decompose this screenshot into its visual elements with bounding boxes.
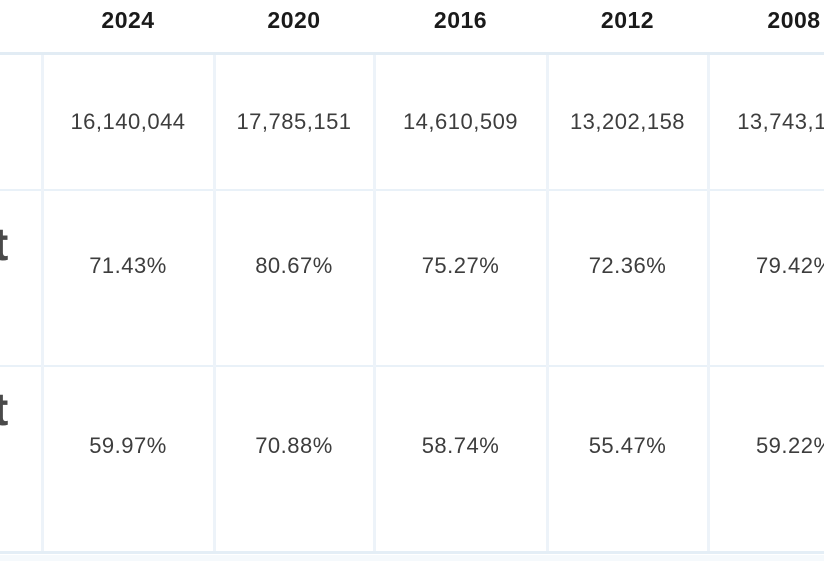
year-column-header: 2020 bbox=[214, 0, 374, 55]
value-cell: 58.74% bbox=[374, 366, 549, 554]
value-cell: 14,610,509 bbox=[374, 53, 549, 191]
year-column-header: 2008 bbox=[708, 0, 824, 55]
clipped-label-fragment: t bbox=[0, 383, 9, 435]
row-label-cell: t bbox=[0, 366, 44, 554]
value-cell: 72.36% bbox=[547, 190, 710, 367]
value-cell: 71.43% bbox=[42, 190, 216, 367]
value-cell: 80.67% bbox=[214, 190, 376, 367]
row-label-cell bbox=[0, 53, 44, 191]
value-cell: 59.22% bbox=[708, 366, 824, 554]
below-table-strip bbox=[0, 555, 824, 561]
table-row-turnout-percent-1: t 71.43% 80.67% 75.27% 72.36% 79.42% bbox=[0, 190, 824, 367]
year-column-header: 2016 bbox=[374, 0, 547, 55]
value-cell: 17,785,151 bbox=[214, 53, 376, 191]
row-label-cell: t bbox=[0, 190, 44, 367]
value-cell: 13,743,177 bbox=[708, 53, 824, 191]
value-cell: 70.88% bbox=[214, 366, 376, 554]
row-label-column-header bbox=[0, 0, 42, 55]
table-row-turnout-percent-2: t 59.97% 70.88% 58.74% 55.47% 59.22% bbox=[0, 366, 824, 554]
value-cell: 79.42% bbox=[708, 190, 824, 367]
header-row: 2024 2020 2016 2012 2008 bbox=[0, 0, 824, 55]
value-cell: 16,140,044 bbox=[42, 53, 216, 191]
value-cell: 55.47% bbox=[547, 366, 710, 554]
clipped-label-fragment: t bbox=[0, 218, 9, 270]
table-row-ballots-cast: 16,140,044 17,785,151 14,610,509 13,202,… bbox=[0, 53, 824, 191]
value-cell: 13,202,158 bbox=[547, 53, 710, 191]
value-cell: 75.27% bbox=[374, 190, 549, 367]
year-column-header: 2024 bbox=[42, 0, 214, 55]
value-cell: 59.97% bbox=[42, 366, 216, 554]
year-column-header: 2012 bbox=[547, 0, 708, 55]
